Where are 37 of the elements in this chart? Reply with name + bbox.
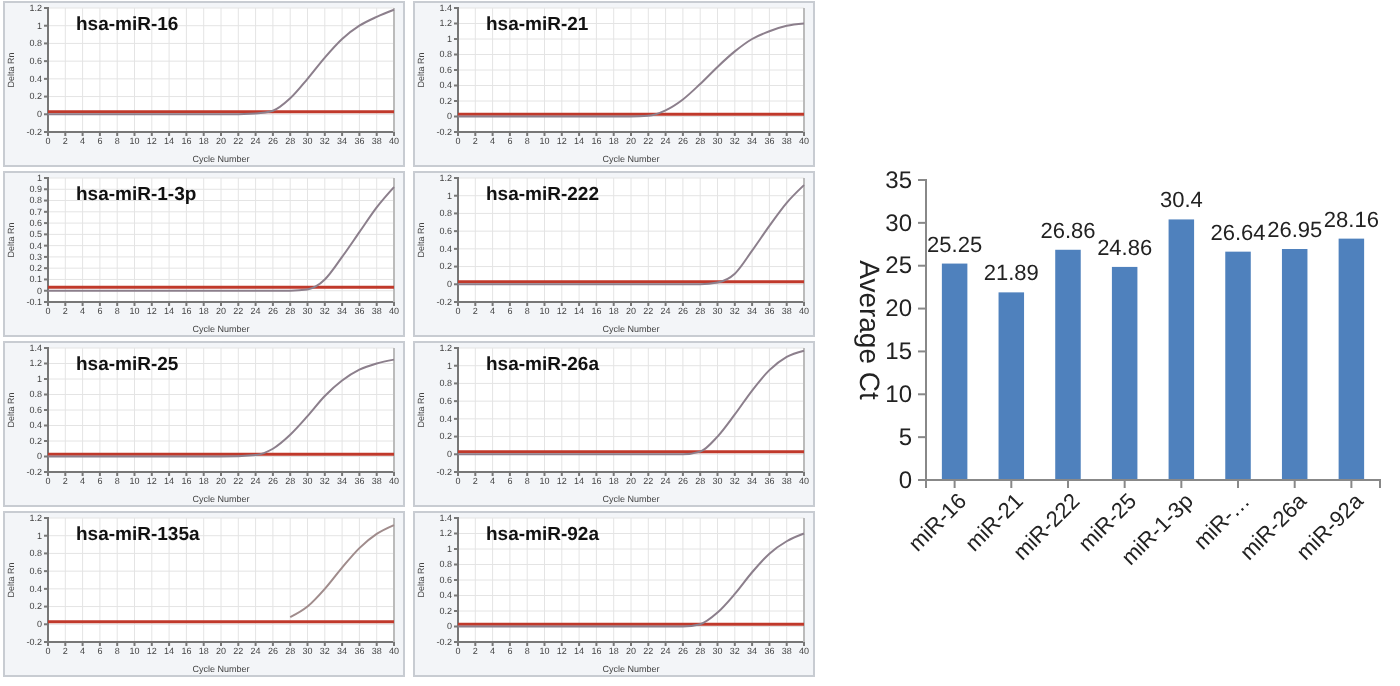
y-tick-label: 35 (885, 165, 913, 194)
y-tick-label: 10 (885, 379, 913, 408)
chart-title: hsa-miR-25 (76, 354, 180, 376)
data-label: 26.64 (1210, 221, 1266, 246)
y-tick-label: 15 (885, 337, 913, 366)
chart-title: hsa-miR-21 (486, 14, 590, 36)
chart-title: hsa-miR-16 (76, 14, 179, 36)
chart-title: hsa-miR-222 (486, 184, 599, 206)
bar (1111, 266, 1138, 480)
data-label: 21.89 (983, 262, 1039, 287)
bar (1338, 238, 1365, 480)
line-series (47, 8, 395, 116)
line-series (289, 524, 395, 619)
data-label: 26.95 (1267, 219, 1323, 243)
bar (998, 292, 1025, 480)
chart-title: hsa-miR-135a (76, 524, 201, 546)
data-label: 24.86 (1097, 236, 1153, 261)
bar (1055, 249, 1081, 480)
chart-title: hsa-miR-26a (486, 354, 601, 376)
bar (1225, 251, 1251, 480)
line-series (457, 349, 805, 456)
chart-title: hsa-miR-1-3p (76, 184, 197, 206)
y-tick-label: 25 (885, 251, 913, 280)
data-label: 25.25 (927, 233, 983, 258)
line-series (457, 184, 805, 286)
data-label: 26.86 (1040, 219, 1096, 244)
data-label: 30.4 (1159, 189, 1203, 214)
chart-title: hsa-miR-92a (486, 524, 601, 546)
y-tick-label: 30 (885, 208, 913, 237)
bar (941, 263, 968, 480)
y-axis-title: Average Ct (854, 260, 886, 400)
bar (1281, 249, 1308, 480)
y-tick-label: 5 (898, 422, 913, 451)
data-label: 28.16 (1323, 208, 1379, 233)
line-series (47, 358, 395, 458)
bar (1168, 219, 1195, 480)
line-series (47, 186, 395, 292)
